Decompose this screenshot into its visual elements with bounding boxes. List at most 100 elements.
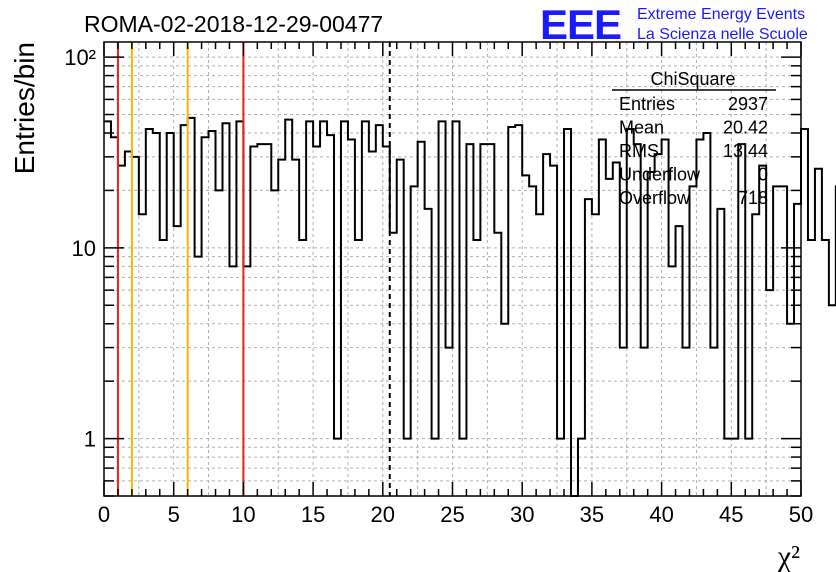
histogram-bin xyxy=(585,199,592,496)
stats-title: ChiSquare xyxy=(650,69,735,89)
histogram-bin xyxy=(376,125,383,496)
histogram-bin xyxy=(271,190,278,496)
y-tick-label: 1 xyxy=(84,427,96,452)
histogram-bin xyxy=(550,166,557,496)
histogram-bin xyxy=(390,233,397,496)
histogram-bin xyxy=(480,144,487,496)
histogram-bin xyxy=(160,240,167,496)
histogram-bin xyxy=(313,146,320,496)
histogram-bin xyxy=(453,121,460,496)
histogram-bin xyxy=(411,186,418,496)
histogram-bin xyxy=(446,348,453,496)
histogram-bin xyxy=(543,154,550,496)
x-axis-title: χ² xyxy=(777,540,800,572)
histogram-bin xyxy=(369,151,376,496)
reference-lines xyxy=(116,42,391,496)
histogram-bin xyxy=(766,290,773,496)
histogram-bin xyxy=(501,324,508,496)
histogram-bin xyxy=(306,121,313,496)
histogram-bin xyxy=(432,439,439,496)
histogram-bin xyxy=(613,163,620,496)
x-tick-label: 30 xyxy=(510,502,534,527)
histogram-bin xyxy=(257,144,264,496)
histogram-bin xyxy=(592,214,599,496)
histogram-bin xyxy=(355,240,362,496)
histogram-bin xyxy=(669,266,676,496)
histogram-bin xyxy=(745,439,752,496)
x-tick-label: 10 xyxy=(231,502,255,527)
histogram-bin xyxy=(104,121,111,496)
x-tick-label: 25 xyxy=(440,502,464,527)
histogram-bin xyxy=(174,226,181,496)
x-tick-label: 15 xyxy=(301,502,325,527)
histogram-bin xyxy=(132,157,139,496)
histogram-bin xyxy=(676,226,683,496)
histogram-bin xyxy=(216,190,223,496)
stats-label: Underflow xyxy=(619,165,701,185)
histogram-bin xyxy=(689,186,696,496)
stats-label: Overflow xyxy=(619,188,691,208)
histogram-bin xyxy=(125,151,132,496)
histogram-bin xyxy=(153,133,160,496)
x-tick-label: 5 xyxy=(168,502,180,527)
histogram-bin xyxy=(536,214,543,496)
histogram-bin xyxy=(229,266,236,496)
y-tick-label: 10² xyxy=(64,45,96,70)
histogram-outline xyxy=(104,116,836,497)
y-tick-labels: 1 10 10² xyxy=(64,45,96,451)
histogram-bin xyxy=(418,142,425,496)
histogram-bin xyxy=(327,135,334,496)
x-tick-label: 40 xyxy=(649,502,673,527)
histogram-bin xyxy=(759,166,766,496)
x-tick-label: 50 xyxy=(789,502,813,527)
stats-value: 20.42 xyxy=(723,118,768,138)
histogram-bin xyxy=(515,125,522,496)
stats-box: ChiSquare Entries 2937 Mean 20.42 RMS 13.44 Un… xyxy=(612,69,776,208)
stats-label: Entries xyxy=(619,94,675,114)
histogram-bin xyxy=(801,129,808,496)
run-title: ROMA-02-2018-12-29-00477 xyxy=(84,11,383,37)
stats-value: 0 xyxy=(758,165,768,185)
histogram-bin xyxy=(181,125,188,496)
logo-text: EEE xyxy=(540,1,621,48)
histogram-bin xyxy=(522,175,529,496)
histogram-bin xyxy=(167,133,174,496)
histogram-bin xyxy=(348,139,355,496)
histogram-bin xyxy=(222,123,229,496)
histogram xyxy=(104,116,836,497)
histogram-bin xyxy=(529,186,536,496)
org-line-2: La Scienza nelle Scuole xyxy=(637,26,808,43)
histogram-bin xyxy=(564,129,571,496)
histogram-bin xyxy=(139,214,146,496)
y-axis-title: Entries/bin xyxy=(9,42,40,174)
histogram-bin xyxy=(466,144,473,496)
x-tick-label: 45 xyxy=(719,502,743,527)
histogram-bin xyxy=(822,240,829,496)
axis-ticks xyxy=(103,42,802,497)
histogram-bin xyxy=(696,139,703,496)
histogram-bin xyxy=(710,348,717,496)
x-tick-label: 35 xyxy=(580,502,604,527)
histogram-bin xyxy=(606,179,613,496)
histogram-bin xyxy=(397,160,404,496)
histogram-bin xyxy=(808,240,815,496)
eee-logo: EEE Extreme Energy Events La Scienza nel… xyxy=(540,1,808,48)
stats-label: RMS xyxy=(619,141,659,161)
histogram-bin xyxy=(209,131,216,496)
histogram-bin xyxy=(599,139,606,496)
histogram-bin xyxy=(578,439,585,496)
histogram-bin xyxy=(236,121,243,496)
histogram-bin xyxy=(243,266,250,496)
histogram-bin xyxy=(264,144,271,496)
histogram-bin xyxy=(487,144,494,496)
histogram-bin xyxy=(188,118,195,496)
histogram-bin xyxy=(752,214,759,496)
histogram-bin xyxy=(787,324,794,496)
histogram-bin xyxy=(508,127,515,496)
histogram-bin xyxy=(292,160,299,496)
histogram-bin xyxy=(404,439,411,496)
stats-rows: Entries 2937 Mean 20.42 RMS 13.44 Underflow 0 Ov… xyxy=(619,94,768,208)
histogram-bin xyxy=(439,121,446,496)
histogram-bin xyxy=(620,348,627,496)
stats-value: 718 xyxy=(738,188,768,208)
